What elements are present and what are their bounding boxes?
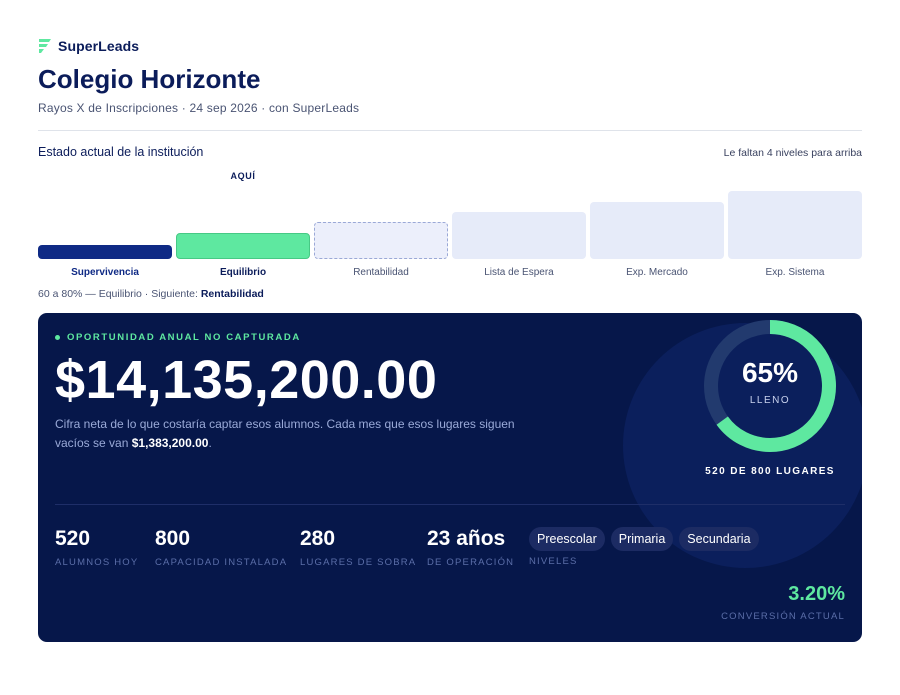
- card-divider: [55, 504, 845, 505]
- level-label: Exp. Sistema: [765, 267, 825, 278]
- range-text: 60 a 80% — Equilibrio · Siguiente:: [38, 288, 201, 300]
- stat-value: 23 años: [427, 527, 506, 550]
- stat-capacidad: 800 CAPACIDAD INSTALADA: [155, 527, 287, 568]
- chip-preescolar: Preescolar: [529, 527, 605, 551]
- fill-percent: 65%: [741, 357, 799, 388]
- status-note: Le faltan 4 niveles para arriba: [723, 147, 862, 159]
- seats-summary: 520 DE 800 LUGARES: [705, 466, 835, 477]
- stat-label: CAPACIDAD INSTALADA: [155, 557, 288, 568]
- conversion-label: CONVERSIÓN ACTUAL: [721, 611, 845, 622]
- level-bar: [452, 212, 586, 259]
- range-next-level: Rentabilidad: [200, 288, 264, 300]
- status-title: Estado actual de la institución: [38, 145, 204, 159]
- page-subtitle: Rayos X de Inscripciones · 24 sep 2026 ·…: [38, 101, 360, 115]
- level-label: Rentabilidad: [353, 267, 409, 278]
- level-exp-sistema: Exp. Sistema: [728, 186, 862, 282]
- chip-primaria: Primaria: [610, 527, 674, 551]
- fill-donut-chart: [704, 320, 836, 452]
- level-label: Exp. Mercado: [626, 267, 688, 278]
- level-rentabilidad: Rentabilidad: [314, 186, 448, 282]
- stat-lugares-sobra: 280 LUGARES DE SOBRA: [300, 527, 416, 568]
- opportunity-card: OPORTUNIDAD ANUAL NO CAPTURADA $14,135,2…: [38, 313, 862, 642]
- monthly-loss-amount: $1,383,200.00: [131, 436, 209, 450]
- level-lista-de-espera: Lista de Espera: [452, 186, 586, 282]
- superleads-logo-icon: [39, 39, 51, 53]
- range-line: 60 a 80% — Equilibrio · Siguiente: Renta…: [38, 288, 264, 300]
- level-label: Equilibrio: [219, 267, 267, 278]
- opportunity-eyebrow-text: OPORTUNIDAD ANUAL NO CAPTURADA: [67, 332, 301, 343]
- status-dot-icon: [55, 335, 60, 340]
- level-equilibrio: Equilibrio: [176, 186, 310, 282]
- conversion-value: 3.20%: [788, 583, 845, 605]
- opportunity-description: Cifra neta de lo que costaría captar eso…: [55, 415, 545, 453]
- brand-name: SuperLeads: [58, 38, 140, 54]
- stat-label: ALUMNOS HOY: [55, 557, 139, 568]
- brand: SuperLeads: [38, 38, 139, 54]
- chip-secundaria: Secundaria: [679, 527, 759, 551]
- level-bar: [728, 191, 862, 259]
- niveles-label: NIVELES: [529, 556, 578, 567]
- level-supervivencia: Supervivencia: [38, 186, 172, 282]
- stat-value: 520: [55, 527, 91, 550]
- header-divider: [38, 130, 862, 131]
- level-exp-mercado: Exp. Mercado: [590, 186, 724, 282]
- stat-value: 800: [155, 527, 191, 550]
- level-bar: [590, 202, 724, 259]
- stat-operacion: 23 años DE OPERACIÓN: [427, 527, 514, 568]
- opportunity-amount: $14,135,200.00: [55, 350, 438, 410]
- stat-label: LUGARES DE SOBRA: [300, 557, 417, 568]
- level-bar-current: [176, 233, 310, 259]
- description-end: .: [208, 436, 212, 450]
- level-label: Lista de Espera: [484, 267, 554, 278]
- donut-fill-arc: [704, 320, 836, 452]
- description-text: Cifra neta de lo que costaría captar eso…: [55, 417, 515, 450]
- niveles-chips: Preescolar Primaria Secundaria: [529, 527, 759, 551]
- stat-value: 280: [300, 527, 336, 550]
- opportunity-eyebrow: OPORTUNIDAD ANUAL NO CAPTURADA: [55, 332, 301, 343]
- level-bar: [38, 245, 172, 259]
- level-staircase: Supervivencia Equilibrio Rentabilidad Li…: [38, 186, 862, 282]
- here-marker: AQUÍ: [230, 171, 256, 181]
- fill-caption: LLENO: [749, 395, 791, 406]
- stat-label: DE OPERACIÓN: [427, 557, 515, 568]
- conversion-stat: 3.20% CONVERSIÓN ACTUAL: [721, 583, 845, 622]
- level-bar-next: [314, 222, 448, 259]
- page-title: Colegio Horizonte: [38, 64, 261, 94]
- stat-alumnos: 520 ALUMNOS HOY: [55, 527, 138, 568]
- level-label: Supervivencia: [71, 267, 139, 278]
